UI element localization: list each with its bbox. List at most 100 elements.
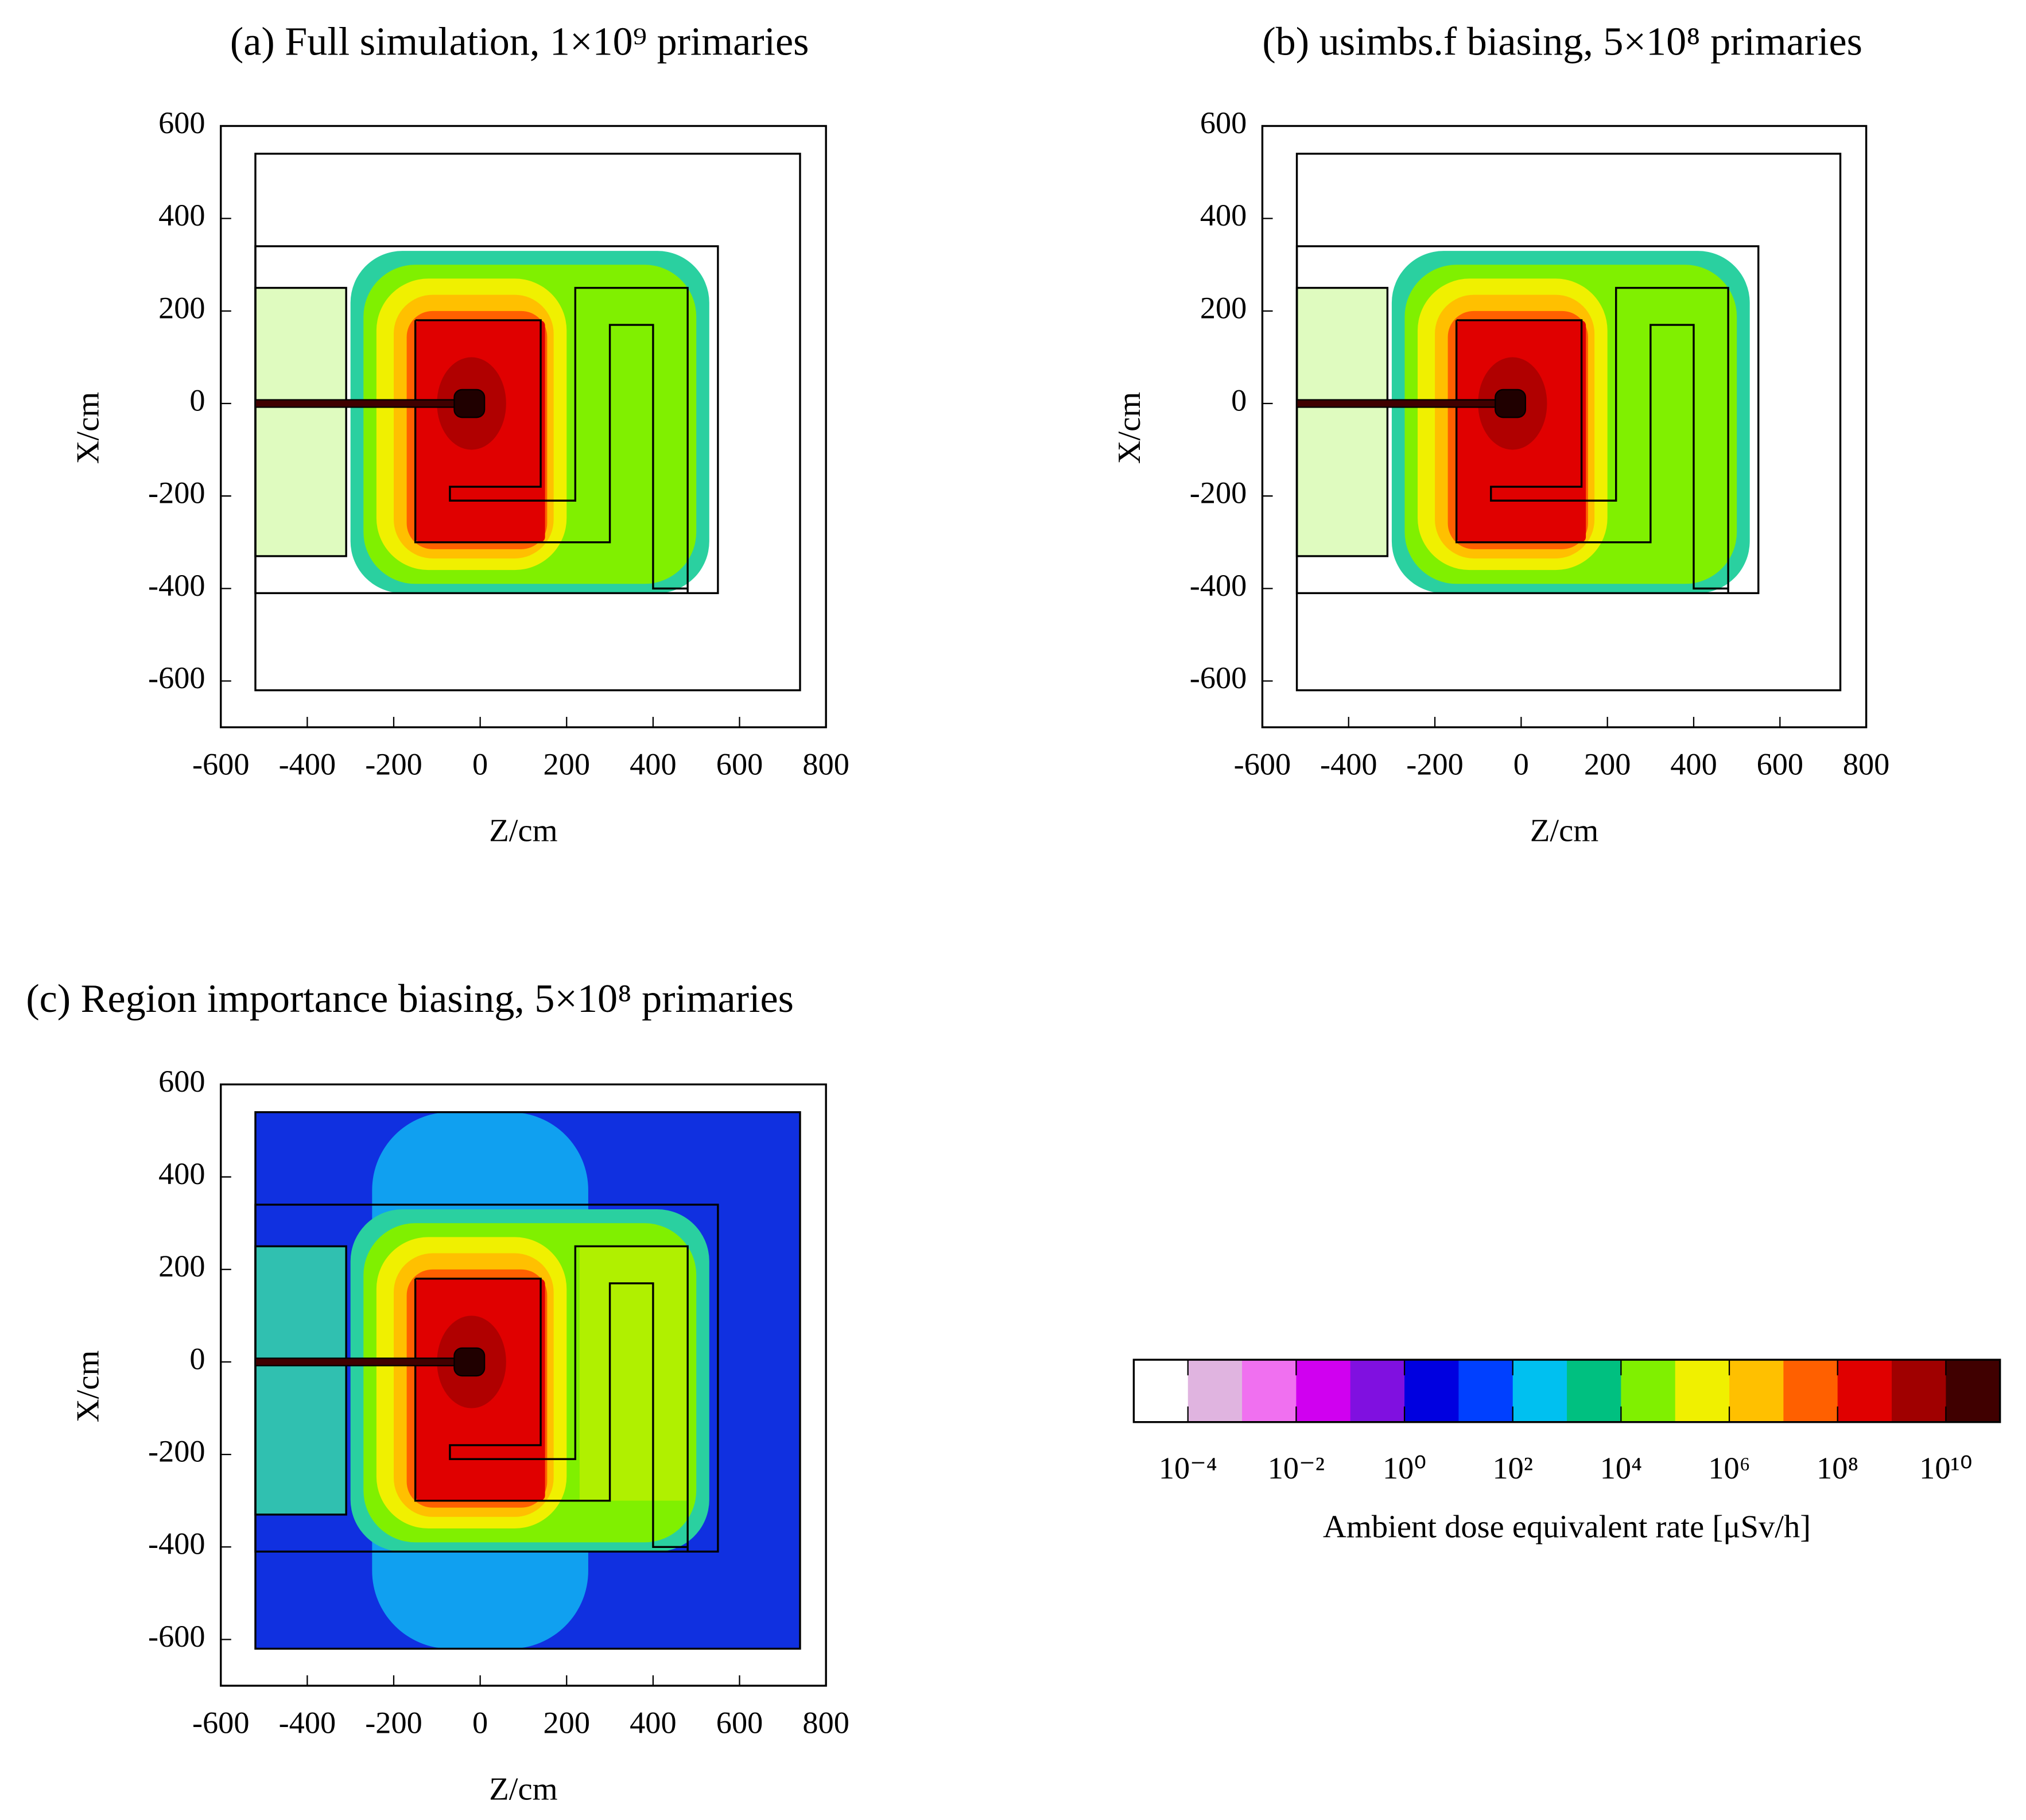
colorbar-segment [1458, 1360, 1513, 1422]
target [453, 389, 486, 418]
target [1495, 389, 1527, 418]
x-tick-label: -200 [365, 1706, 422, 1740]
x-tick-label: 0 [1513, 747, 1529, 782]
y-tick-label: 200 [158, 290, 205, 325]
geometry-outline [1455, 320, 1729, 590]
geometry-outline [1456, 286, 1729, 593]
colorbar-segment [1892, 1360, 1947, 1422]
heatmap [254, 153, 801, 692]
heatmap [1295, 153, 1842, 692]
y-tick-label: 0 [189, 383, 205, 417]
beam-pipe [1296, 399, 1500, 408]
geometry-outline [1295, 286, 1389, 557]
colorbar-label: Ambient dose equivalent rate [μSv/h] [1323, 1509, 1811, 1545]
x-tick-label: -400 [279, 747, 336, 782]
x-tick-label: -400 [279, 1706, 336, 1740]
colorbar-tick-label: 10⁸ [1817, 1451, 1858, 1485]
beam-pipe [254, 1357, 460, 1367]
colorbar-segment [1567, 1360, 1622, 1422]
y-tick-label: -600 [148, 661, 205, 695]
x-axis-label: Z/cm [489, 1772, 557, 1807]
y-tick-label: -600 [148, 1619, 205, 1654]
y-tick-label: 600 [158, 106, 205, 140]
y-tick-label: -200 [1190, 476, 1247, 510]
beam-pipe [254, 399, 460, 408]
y-tick-label: -200 [148, 476, 205, 510]
x-tick-label: -200 [365, 747, 422, 782]
x-tick-label: 600 [1757, 747, 1803, 782]
dose-region [1620, 288, 1729, 542]
x-tick-label: 0 [472, 1706, 488, 1740]
geometry-outline [414, 1278, 688, 1548]
x-tick-label: -600 [1234, 747, 1291, 782]
colorbar-segment [1134, 1360, 1189, 1422]
geometry-outline [415, 286, 689, 593]
colorbar-tick-label: 10⁻⁴ [1159, 1451, 1217, 1485]
y-axis-label: X/cm [70, 392, 106, 464]
colorbar-segment [1187, 1360, 1243, 1422]
x-tick-label: -600 [192, 1706, 250, 1740]
x-tick-label: 400 [630, 747, 676, 782]
y-tick-label: 400 [158, 1157, 205, 1191]
colorbar-segment [1296, 1360, 1351, 1422]
y-tick-label: -400 [1190, 568, 1247, 603]
x-tick-label: 400 [1670, 747, 1717, 782]
x-tick-label: 600 [716, 1706, 763, 1740]
x-tick-label: 800 [802, 747, 849, 782]
x-tick-label: 800 [1843, 747, 1889, 782]
colorbar-segment [1946, 1360, 2001, 1422]
dose-region [579, 288, 688, 542]
geometry-outline [415, 1245, 689, 1552]
x-tick-label: 200 [544, 747, 590, 782]
x-tick-label: 800 [802, 1706, 849, 1740]
colorbar-segment [1621, 1360, 1676, 1422]
y-axis-label: X/cm [1112, 392, 1147, 464]
colorbar-tick-label: 10⁶ [1708, 1451, 1750, 1485]
colorbar-segment [1242, 1360, 1297, 1422]
y-tick-label: 600 [1200, 106, 1247, 140]
geometry-outline [254, 1245, 347, 1516]
dose-region [255, 1246, 347, 1515]
y-tick-label: -600 [1190, 661, 1247, 695]
y-tick-label: -200 [148, 1434, 205, 1469]
colorbar-segment [1404, 1360, 1460, 1422]
colorbar-segment [1783, 1360, 1838, 1422]
x-axis-label: Z/cm [489, 813, 557, 849]
x-tick-label: 0 [472, 747, 488, 782]
x-tick-label: 600 [716, 747, 763, 782]
dose-region [255, 288, 347, 556]
dose-region [579, 1246, 688, 1501]
y-tick-label: 0 [189, 1341, 205, 1376]
plot-frame [220, 1083, 827, 1687]
plot-frame [220, 125, 827, 728]
x-tick-label: -600 [192, 747, 250, 782]
y-axis-label: X/cm [70, 1351, 106, 1423]
chart-title: (a) Full simulation, 1×10⁹ primaries [230, 19, 809, 64]
y-tick-label: 400 [158, 198, 205, 232]
colorbar-segment [1512, 1360, 1568, 1422]
colorbar-tick-label: 10⁻² [1268, 1451, 1325, 1485]
x-tick-label: 400 [630, 1706, 676, 1740]
chart-title: (c) Region importance biasing, 5×10⁸ pri… [26, 976, 794, 1021]
y-tick-label: 200 [158, 1249, 205, 1283]
chart-title: (b) usimbs.f biasing, 5×10⁸ primaries [1262, 19, 1862, 64]
colorbar-segment [1350, 1360, 1406, 1422]
colorbar-tick-label: 10¹⁰ [1919, 1451, 1972, 1485]
geometry-outline [254, 286, 347, 557]
y-tick-label: 200 [1200, 290, 1247, 325]
colorbar-segment [1729, 1360, 1784, 1422]
colorbar-tick-label: 10⁰ [1383, 1451, 1426, 1485]
colorbar-segment [1675, 1360, 1730, 1422]
colorbar-segment [1837, 1360, 1893, 1422]
x-tick-label: 200 [544, 1706, 590, 1740]
y-tick-label: 600 [158, 1064, 205, 1099]
y-tick-label: -400 [148, 1527, 205, 1561]
x-tick-label: 200 [1584, 747, 1631, 782]
y-tick-label: -400 [148, 568, 205, 603]
x-tick-label: -400 [1320, 747, 1377, 782]
x-axis-label: Z/cm [1530, 813, 1598, 849]
plot-frame [1261, 125, 1868, 728]
dose-region [1297, 288, 1388, 556]
target [453, 1347, 486, 1377]
